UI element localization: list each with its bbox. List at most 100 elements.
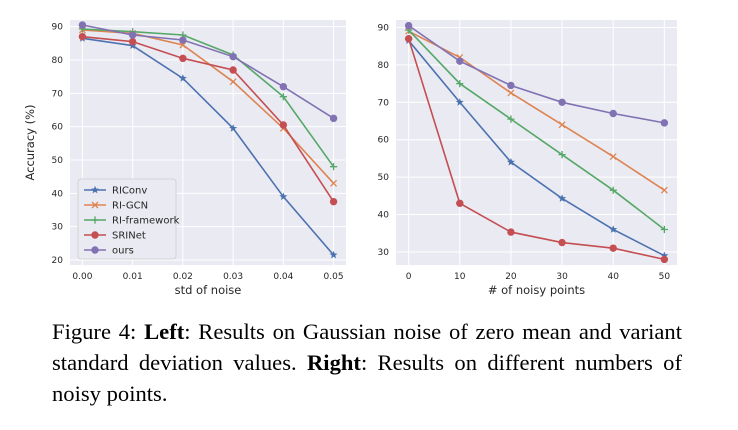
right-point-ours [609,109,617,118]
left-point-ri-gcn [229,78,237,86]
right-y-tick-label: 50 [378,173,390,183]
left-x-tick-label: 0.04 [273,272,293,282]
left-point-srinet [229,66,237,74]
right-x-tick-label: 30 [556,272,568,282]
left-legend-marker-riconv [91,185,99,194]
right-x-tick-label: 20 [505,272,517,282]
right-point-srinet [558,238,566,247]
caption-left-label: Left [144,319,185,344]
right-point-srinet [404,35,413,43]
right-point-riconv [558,194,567,202]
right-x-tick-label: 40 [607,272,619,282]
left-legend-label-ours: ours [112,246,134,257]
right-point-riconv [506,157,515,166]
right-line-riconv [408,40,665,257]
left-legend-label-ri-gcn: RI-GCN [112,201,148,212]
left-legend-marker-ri-gcn [91,201,99,209]
right-line-ri-gcn [408,30,665,191]
figure-caption: Figure 4: Left: Results on Gaussian nois… [52,316,682,409]
right-point-ri-gcn [558,121,566,129]
left-chart: 20 30 40 50 60 70 80 90 0.00 0.01 0.02 0.03 0.04 0.05… [23,20,346,297]
right-y-tick-label: 90 [378,23,390,33]
left-y-tick-label: 40 [52,189,64,199]
left-x-tick-label: 0.01 [123,272,143,282]
left-y-tick-label: 30 [52,223,64,233]
left-point-srinet [128,37,137,46]
right-point-ri-framework [609,186,617,194]
left-x-tick-label: 0.00 [72,272,92,282]
left-x-tick-label: 0.05 [324,272,344,282]
right-point-riconv [660,251,669,260]
left-point-ours [329,114,338,123]
left-legend [77,178,177,260]
right-point-ri-framework [558,151,566,159]
left-y-axis-label: Accuracy (%) [23,104,37,180]
right-point-ri-gcn [660,186,668,194]
right-x-axis-label: # of noisy points [488,283,585,297]
left-line-riconv [82,37,335,256]
left-legend-marker-srinet [91,231,99,239]
right-point-srinet [507,228,515,236]
left-point-srinet [329,197,338,206]
right-point-ours [404,21,413,30]
right-point-ri-framework [660,225,668,234]
right-point-ours [456,57,464,65]
left-point-ri-framework [329,163,338,171]
right-point-srinet [456,199,464,207]
left-legend-marker-ri-framework [91,216,99,224]
right-point-ri-gcn [507,89,515,97]
right-chart: 30 40 50 60 70 80 90 0 10 20 30 40 50 # of noisy poin… [378,20,677,297]
right-y-tick-label: 80 [378,61,390,71]
left-point-ours [179,36,187,44]
left-line-srinet [82,35,335,203]
left-point-srinet [279,121,288,129]
right-x-tick-label: 0 [406,272,412,282]
left-point-riconv [229,124,238,132]
right-plot-area [396,20,677,265]
right-y-tick-label: 70 [378,98,390,108]
left-legend-label-ri-framework: RI-framework [112,216,180,227]
left-point-ours [229,52,237,61]
right-point-ours [660,119,669,127]
left-point-srinet [78,32,87,41]
right-point-riconv [455,98,464,106]
caption-right-text: : Results on different numbers of noisy … [52,350,682,406]
right-point-ri-gcn [609,153,617,160]
right-point-ours [507,81,515,90]
caption-left-text: : Results on Gaussian noise of zero mean… [52,319,682,375]
left-y-tick-label: 20 [52,256,64,266]
right-point-ri-framework [507,115,515,123]
left-point-ours [128,31,137,39]
left-y-tick-label: 50 [52,156,64,166]
left-point-ours [279,82,288,91]
right-point-srinet [609,244,617,252]
right-x-tick-label: 50 [659,272,671,282]
left-x-tick-label: 0.03 [223,272,243,282]
left-point-riconv [329,250,338,259]
left-y-tick-label: 60 [52,123,64,133]
left-line-ri-framework [82,28,335,168]
right-point-riconv [609,225,618,233]
left-point-riconv [279,192,288,201]
left-point-riconv [178,74,187,82]
right-line-ri-framework [408,29,665,231]
caption-right-label: Right [306,350,361,375]
right-line-srinet [407,38,665,261]
figure: 20 30 40 50 60 70 80 90 0.00 0.01 0.02 0.03 0.04 0.05… [23,20,677,297]
left-line-ours [82,24,335,120]
right-line-ours [408,24,665,124]
left-x-axis-label: std of noise [175,283,242,297]
right-x-tick-label: 10 [454,272,466,282]
left-y-tick-label: 70 [52,89,64,99]
caption-figure-label: Figure 4: [52,319,137,344]
left-legend-label-srinet: SRINet [112,231,146,242]
right-y-tick-label: 40 [378,211,390,221]
right-point-srinet [660,255,669,264]
left-y-tick-label: 90 [52,23,64,33]
right-y-tick-label: 30 [378,248,390,258]
left-point-ri-gcn [330,179,338,187]
left-point-ours [78,21,87,29]
left-y-tick-label: 80 [52,56,64,66]
left-point-srinet [179,54,187,63]
right-point-ours [558,98,566,106]
